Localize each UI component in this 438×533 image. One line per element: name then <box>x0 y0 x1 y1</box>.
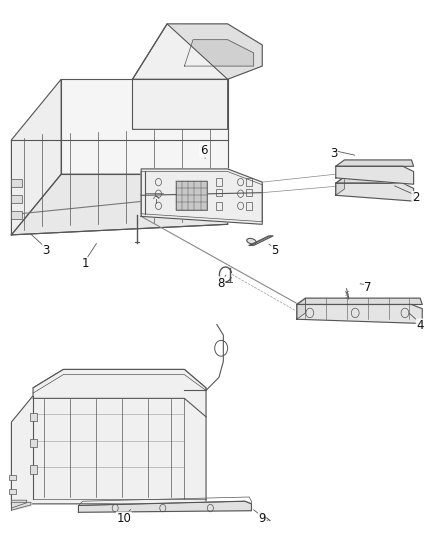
Polygon shape <box>249 236 273 245</box>
Text: 10: 10 <box>117 512 131 525</box>
Bar <box>30 465 36 474</box>
Bar <box>9 475 16 480</box>
Polygon shape <box>336 183 413 201</box>
Bar <box>176 181 207 209</box>
Text: 3: 3 <box>330 147 337 159</box>
Polygon shape <box>141 169 262 224</box>
Text: 6: 6 <box>200 144 208 157</box>
Text: 5: 5 <box>272 244 279 257</box>
Polygon shape <box>297 304 422 324</box>
Polygon shape <box>11 500 27 508</box>
Polygon shape <box>11 174 228 235</box>
Bar <box>216 179 222 186</box>
Polygon shape <box>336 177 344 195</box>
Polygon shape <box>297 298 305 319</box>
Bar <box>11 195 22 203</box>
Polygon shape <box>336 177 413 183</box>
Text: 1: 1 <box>81 257 88 270</box>
Polygon shape <box>61 79 228 174</box>
Polygon shape <box>133 24 262 79</box>
Polygon shape <box>11 79 61 235</box>
Bar <box>11 180 22 188</box>
Bar <box>216 202 222 209</box>
Polygon shape <box>133 24 228 130</box>
Bar <box>246 179 252 186</box>
Bar <box>246 189 252 196</box>
Text: 9: 9 <box>258 512 266 525</box>
Bar <box>216 189 222 196</box>
Polygon shape <box>11 369 206 504</box>
Polygon shape <box>78 501 251 512</box>
Polygon shape <box>184 39 254 66</box>
Text: 7: 7 <box>364 281 372 294</box>
Text: 3: 3 <box>42 244 49 257</box>
Polygon shape <box>336 166 413 184</box>
Ellipse shape <box>247 238 256 244</box>
Polygon shape <box>336 160 413 166</box>
Bar <box>30 439 36 447</box>
Bar <box>246 202 252 209</box>
Text: 2: 2 <box>412 191 420 205</box>
Bar <box>9 489 16 494</box>
Text: 4: 4 <box>417 319 424 332</box>
Bar <box>11 211 22 219</box>
Polygon shape <box>11 502 31 510</box>
Polygon shape <box>297 298 422 304</box>
Text: 8: 8 <box>218 277 225 290</box>
Bar <box>30 413 36 421</box>
